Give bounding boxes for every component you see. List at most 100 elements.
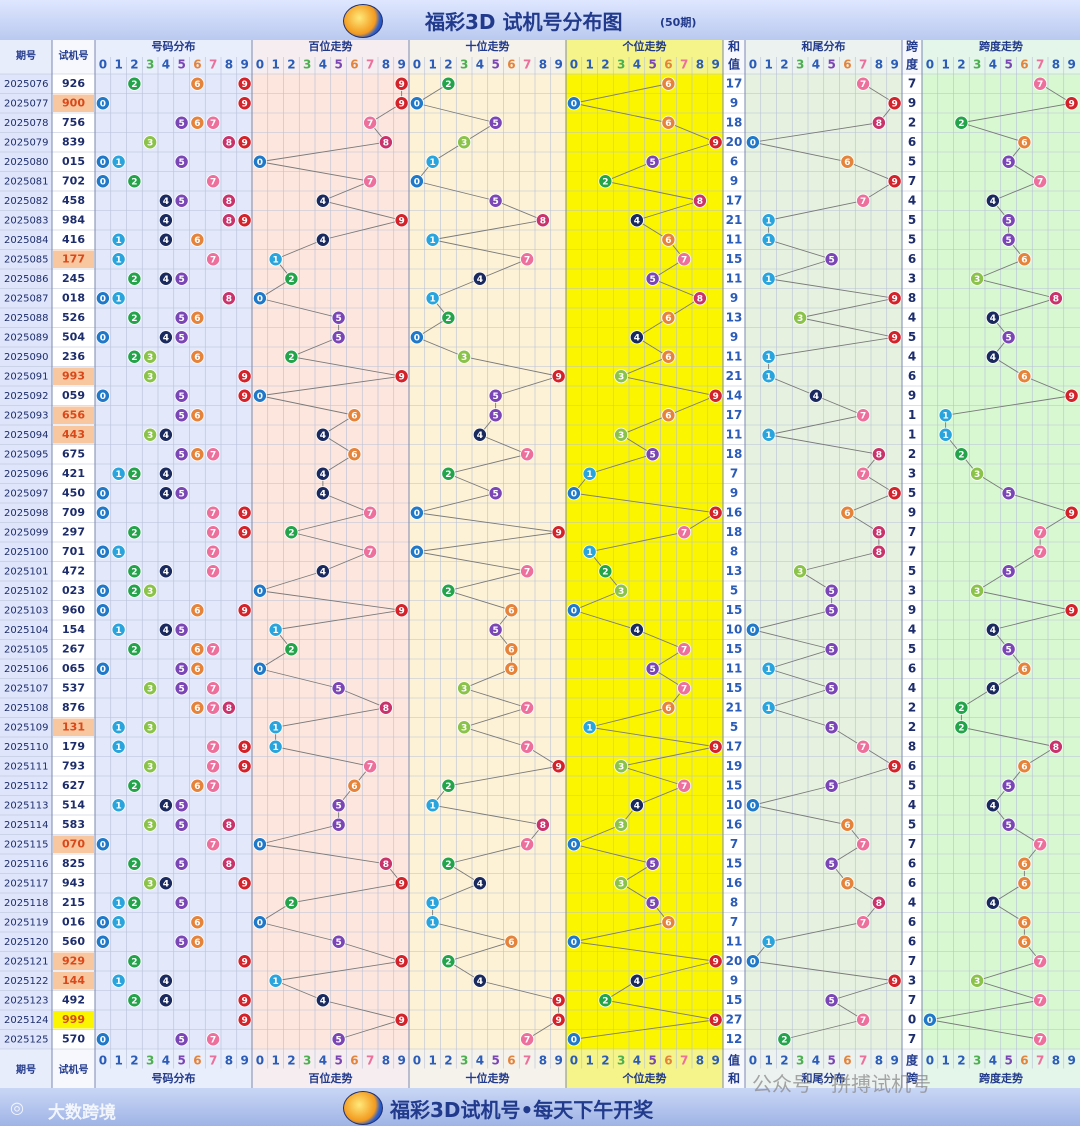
sum-tail-ball xyxy=(745,135,760,150)
units-ball xyxy=(614,369,629,384)
sum-tail-ball-label: 1 xyxy=(765,704,771,714)
units-ball xyxy=(566,1032,581,1047)
trial-number: 023 xyxy=(62,584,85,597)
distribution-ball-label: 1 xyxy=(115,723,121,733)
sum-tail-ball xyxy=(887,291,902,306)
section-dividers xyxy=(51,40,923,1088)
sum-value: 15 xyxy=(726,856,743,870)
sum-tail-ball xyxy=(871,115,886,130)
distribution-ball xyxy=(127,895,142,910)
hundreds-ball-label: 0 xyxy=(257,587,263,597)
span-ball xyxy=(970,466,985,481)
distribution-ball xyxy=(158,622,173,637)
span-ball-label: 6 xyxy=(1021,918,1027,928)
hundreds-ball xyxy=(347,408,362,423)
sum-tail-ball-label: 0 xyxy=(750,138,756,148)
tens-ball-label: 5 xyxy=(492,411,498,421)
hundreds-ball-label: 7 xyxy=(367,177,373,187)
distribution-ball-label: 5 xyxy=(178,158,184,168)
span-ball xyxy=(985,310,1000,325)
distribution-ball-label: 5 xyxy=(178,197,184,207)
digit-header-label: 2 xyxy=(287,1054,295,1068)
distribution-ball xyxy=(127,349,142,364)
hundreds-ball xyxy=(315,466,330,481)
distribution-ball xyxy=(111,739,126,754)
units-ball xyxy=(645,271,660,286)
span-value: 7 xyxy=(908,837,916,851)
sum-tail-ball-label: 7 xyxy=(860,1016,866,1026)
distribution-ball xyxy=(190,642,205,657)
watermark: 公众号 · 拼搏试机号 xyxy=(752,1072,932,1096)
distribution-ball xyxy=(190,915,205,930)
tens-ball-label: 7 xyxy=(524,743,530,753)
hundreds-ball-label: 8 xyxy=(383,704,389,714)
span-ball xyxy=(922,1012,937,1027)
distribution-ball xyxy=(95,291,110,306)
distribution-ball xyxy=(190,115,205,130)
hundreds-ball xyxy=(394,1012,409,1027)
sum-tail-ball-label: 5 xyxy=(828,860,834,870)
units-ball-label: 6 xyxy=(665,918,671,928)
distribution-ball-label: 6 xyxy=(194,782,200,792)
distribution-ball-label: 3 xyxy=(147,587,153,597)
sum-tail-ball-label: 7 xyxy=(860,197,866,207)
pair-highlight xyxy=(53,406,94,424)
tens-ball-label: 6 xyxy=(508,645,514,655)
sum-tail-ball-label: 7 xyxy=(860,411,866,421)
distribution-ball xyxy=(174,310,189,325)
units-ball xyxy=(708,954,723,969)
units-ball-label: 9 xyxy=(712,509,718,519)
distribution-ball xyxy=(174,154,189,169)
tens-ball-label: 5 xyxy=(492,392,498,402)
tens-ball xyxy=(488,115,503,130)
tens-ball-label: 5 xyxy=(492,119,498,129)
tens-ball xyxy=(520,252,535,267)
header-band xyxy=(0,40,1080,74)
distribution-ball-label: 5 xyxy=(178,489,184,499)
digit-header-label: 7 xyxy=(1036,58,1044,72)
distribution-ball-label: 7 xyxy=(210,509,216,519)
span-ball xyxy=(985,798,1000,813)
header-span-bottom: 跨 xyxy=(906,1072,919,1086)
span-value: 6 xyxy=(908,252,916,266)
tens-ball xyxy=(488,388,503,403)
trial-number: 627 xyxy=(62,779,85,792)
digit-header-label: 5 xyxy=(648,58,656,72)
sum-value: 20 xyxy=(726,954,743,968)
distribution-ball-label: 1 xyxy=(115,236,121,246)
distribution-ball-label: 5 xyxy=(178,275,184,285)
distribution-ball-label: 0 xyxy=(100,665,106,675)
units-ball xyxy=(645,895,660,910)
units-ball-label: 5 xyxy=(649,450,655,460)
distribution-ball xyxy=(206,252,221,267)
digit-header-label: 6 xyxy=(843,1054,851,1068)
span-value: 9 xyxy=(908,96,916,110)
period-label: 2025081 xyxy=(4,176,49,187)
distribution-ball xyxy=(127,174,142,189)
distribution-ball-label: 4 xyxy=(163,275,169,285)
distribution-ball xyxy=(95,96,110,111)
sum-tail-ball-label: 1 xyxy=(765,938,771,948)
hundreds-ball xyxy=(363,115,378,130)
distribution-ball xyxy=(158,798,173,813)
sum-tail-ball-label: 0 xyxy=(750,626,756,636)
sum-tail-ball-label: 1 xyxy=(765,372,771,382)
digit-header-label: 5 xyxy=(334,1054,342,1068)
distribution-ball-label: 7 xyxy=(210,704,216,714)
digit-header-label: 7 xyxy=(209,58,217,72)
distribution-ball xyxy=(206,681,221,696)
hundreds-ball-label: 8 xyxy=(383,138,389,148)
tens-ball-label: 2 xyxy=(445,80,451,90)
digit-header-label: 0 xyxy=(926,1054,934,1068)
distribution-ball-label: 6 xyxy=(194,665,200,675)
sum-value: 9 xyxy=(730,330,738,344)
span-value: 1 xyxy=(908,427,916,441)
tens-ball xyxy=(441,856,456,871)
trial-number: 570 xyxy=(62,1032,85,1045)
span-ball-label: 5 xyxy=(1005,782,1011,792)
distribution-ball-label: 8 xyxy=(226,197,232,207)
tens-ball-label: 3 xyxy=(461,723,467,733)
span-ball-label: 4 xyxy=(990,626,996,636)
tens-ball-label: 2 xyxy=(445,314,451,324)
span-value: 4 xyxy=(908,681,916,695)
